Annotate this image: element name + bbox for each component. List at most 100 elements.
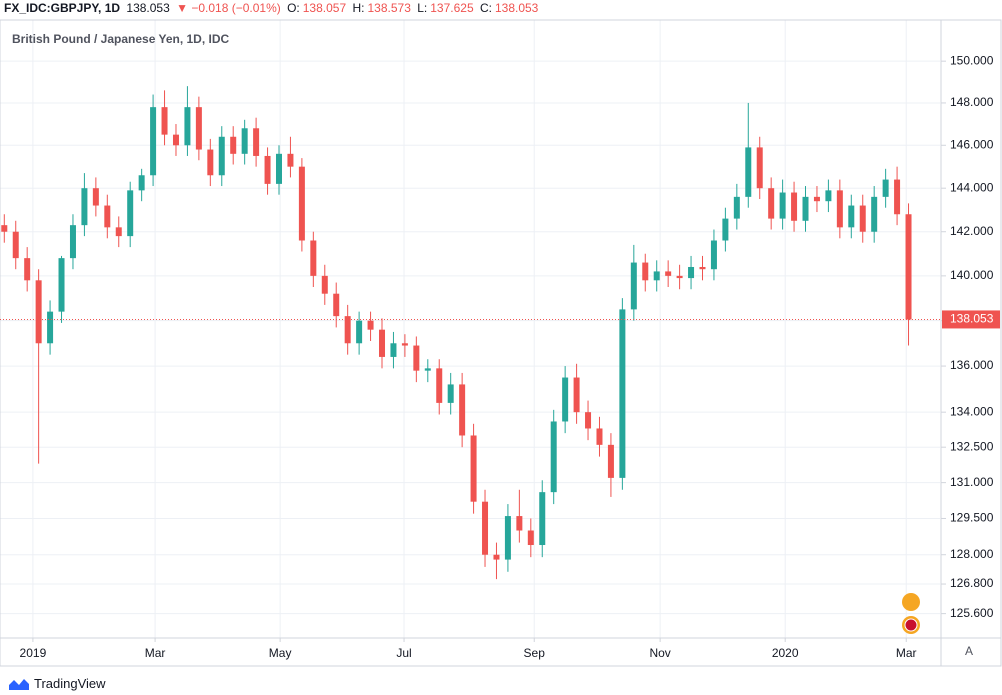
candle-body — [333, 293, 340, 317]
candle-body — [127, 190, 134, 237]
candle-body — [379, 329, 386, 357]
candle-body — [573, 377, 580, 413]
ohlc-value: 138.057 — [302, 1, 347, 15]
candle-body — [35, 280, 42, 344]
candle-body — [436, 368, 443, 403]
candle-body — [688, 266, 695, 279]
chart-title: British Pound / Japanese Yen, 1D, IDC — [12, 32, 230, 46]
candle-body — [92, 188, 99, 206]
candle-body — [768, 188, 775, 219]
candle-body — [447, 384, 454, 403]
ohlc-label: O: — [287, 1, 300, 15]
candle-body — [161, 107, 168, 135]
candle-body — [825, 190, 832, 202]
x-tick-label: Jul — [396, 646, 411, 660]
candle-body — [802, 196, 809, 221]
brand: TradingView — [34, 676, 106, 691]
y-tick-label: 131.000 — [950, 475, 994, 489]
last-price-box — [942, 310, 1000, 329]
x-tick-label: Mar — [896, 646, 917, 660]
x-tick-label: 2020 — [772, 646, 799, 660]
candle-body — [493, 554, 500, 560]
symbol: FX_IDC:GBPJPY, 1D — [4, 1, 121, 15]
grid — [0, 20, 940, 638]
y-tick-label: 136.000 — [950, 358, 994, 372]
candle-body — [58, 258, 65, 312]
candle-body — [733, 196, 740, 219]
y-tick-label: 140.000 — [950, 268, 994, 282]
candle-body — [630, 262, 637, 310]
candle-body — [230, 136, 237, 154]
candle-body — [321, 275, 328, 294]
candle-body — [859, 205, 866, 232]
candle-body — [356, 320, 363, 344]
candle-body — [424, 368, 431, 371]
candle-body — [482, 501, 489, 555]
y-tick-label: 146.000 — [950, 137, 994, 151]
candle-body — [287, 153, 294, 167]
candle-body — [459, 384, 466, 436]
candle-body — [585, 412, 592, 429]
candle-body — [779, 192, 786, 219]
y-tick-label: 128.000 — [950, 547, 994, 561]
candle-body — [527, 530, 534, 546]
candle-body — [470, 435, 477, 502]
y-tick-label: 125.600 — [950, 606, 994, 620]
candle-body — [653, 271, 660, 281]
candle-body — [253, 128, 260, 156]
candle-body — [516, 516, 523, 531]
candle-body — [298, 166, 305, 241]
candle-body — [745, 147, 752, 197]
flag-icon — [904, 618, 918, 632]
y-tick-label: 142.000 — [950, 224, 994, 238]
x-tick-label: Sep — [524, 646, 546, 660]
frame — [0, 19, 1002, 667]
y-tick-label: 132.500 — [950, 439, 994, 453]
candle-body — [836, 190, 843, 228]
candle-body — [24, 258, 31, 281]
candle-body — [539, 492, 546, 546]
candle-body — [207, 149, 214, 176]
candle-body — [791, 192, 798, 221]
y-tick-label: 144.000 — [950, 180, 994, 194]
candle-body — [642, 262, 649, 281]
candle-body — [848, 205, 855, 228]
candle-body — [550, 421, 557, 493]
ohlc-value: 138.573 — [367, 1, 411, 15]
chart: British Pound / Japanese Yen, 1D, IDC A … — [0, 19, 1002, 667]
candle-body — [619, 309, 626, 478]
candle-body — [150, 107, 157, 176]
candle-body — [69, 225, 76, 259]
candle-body — [367, 320, 374, 330]
y-tick-label: 134.000 — [950, 404, 994, 418]
candle-body — [676, 275, 683, 279]
candle-body — [115, 227, 122, 237]
ohlc-value: 137.625 — [430, 1, 474, 15]
symbol-header: FX_IDC:GBPJPY, 1D 138.053 ▼ −0.018 (−0.0… — [4, 1, 541, 15]
x-tick-label: Nov — [649, 646, 670, 660]
scale-button-label[interactable]: A — [965, 644, 973, 658]
candle-body — [138, 175, 145, 191]
candle-body — [47, 311, 54, 344]
candle-body — [562, 377, 569, 422]
change: ▼ −0.018 (−0.01%) — [176, 1, 281, 15]
candle-body — [871, 196, 878, 232]
brand-logo — [9, 678, 29, 690]
y-tick-label: 129.500 — [950, 511, 994, 525]
candle-body — [390, 343, 397, 357]
y-tick-label: 126.800 — [950, 576, 994, 590]
candle-body — [275, 153, 282, 184]
candle-body — [504, 516, 511, 560]
scale-button[interactable] — [958, 643, 980, 661]
ohlc-value: 138.053 — [494, 1, 539, 15]
candle-body — [344, 316, 351, 344]
candle-body — [756, 147, 763, 189]
candle-body — [894, 179, 901, 215]
price: 138.053 — [126, 1, 170, 15]
candle-body — [12, 231, 19, 259]
candle-body — [596, 428, 603, 445]
candle-body — [195, 107, 202, 150]
candle-body — [665, 271, 672, 276]
candle-body — [241, 128, 248, 154]
